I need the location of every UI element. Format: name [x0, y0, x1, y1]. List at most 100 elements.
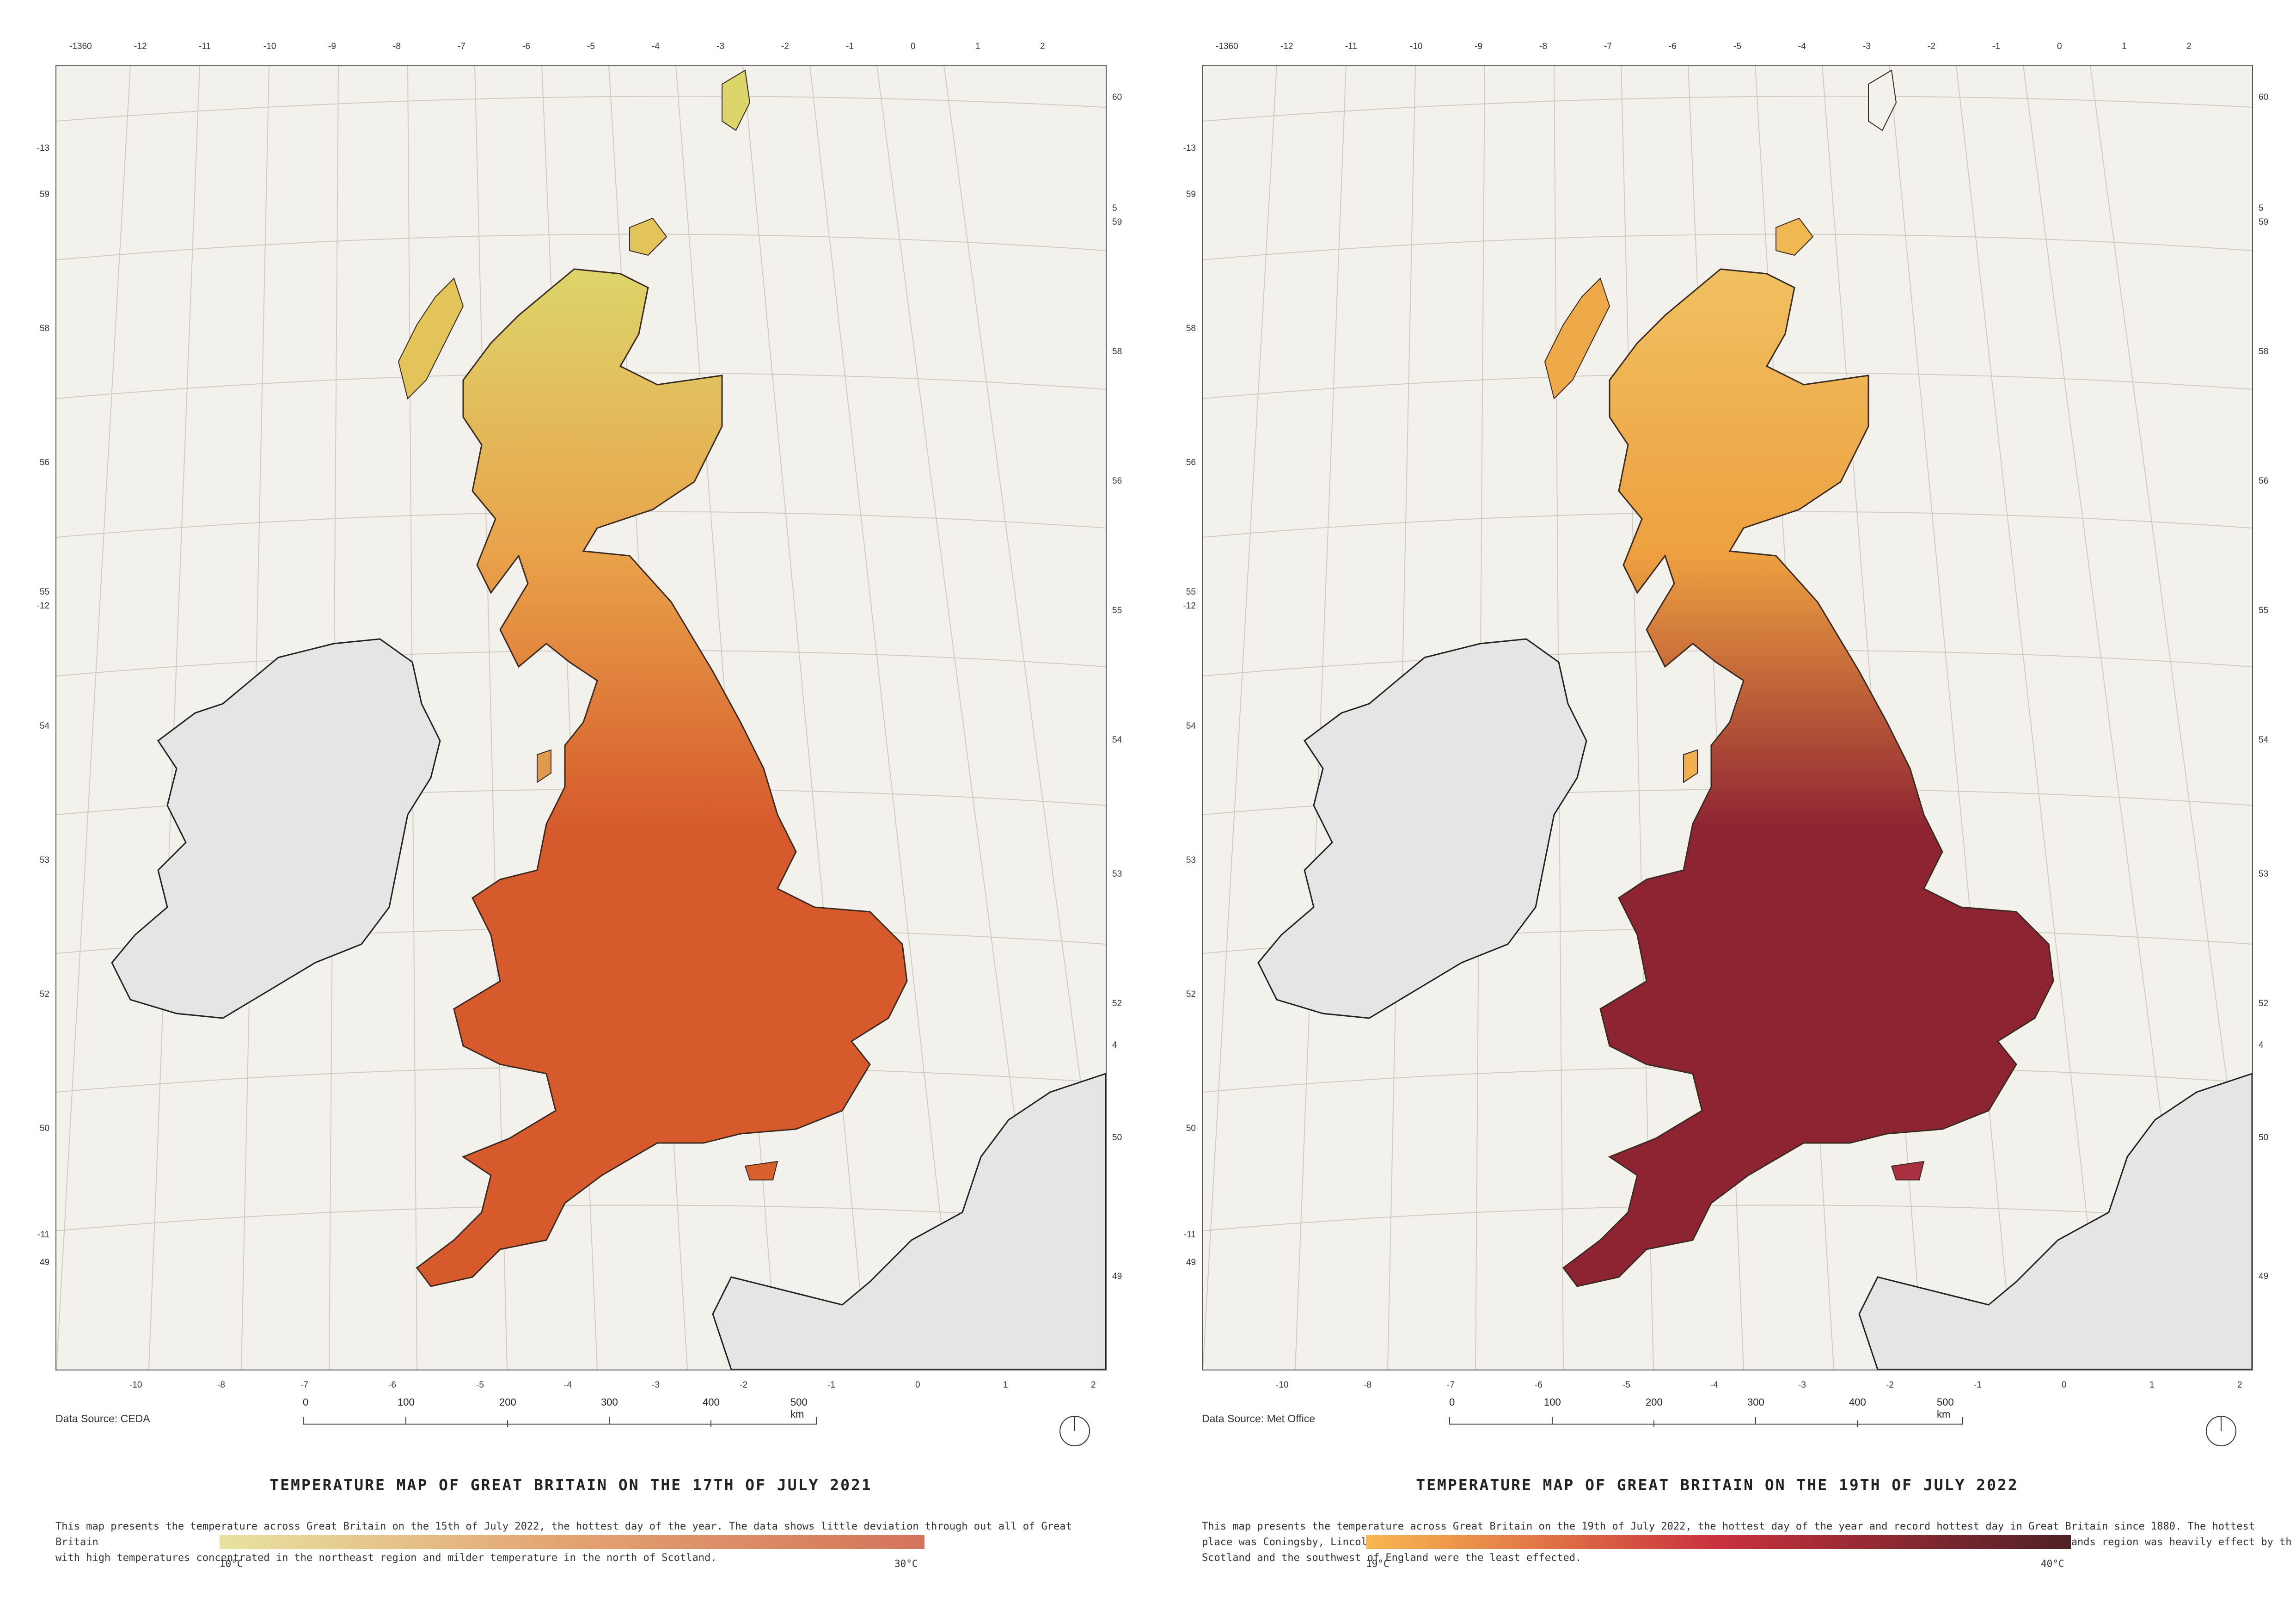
scale-label: 200 [499, 1396, 516, 1408]
longitude-tick-label: -7 [458, 42, 465, 51]
longitude-tick-label: 0 [2062, 1380, 2067, 1390]
latitude-tick-label: 59 [39, 190, 49, 199]
latitude-tick-label: 4 [2259, 1040, 2264, 1050]
latitude-tick-label: 50 [39, 1124, 49, 1133]
latitude-tick-label: 52 [1186, 989, 1196, 999]
longitude-tick-label: -11 [199, 42, 211, 51]
scale-label: 300 [1747, 1396, 1764, 1408]
scale-label: 100 [1544, 1396, 1561, 1408]
latitude-tick-label: 60 [1112, 92, 1122, 102]
latitude-tick-label: 56 [2259, 476, 2269, 486]
shetland-islands [722, 69, 751, 131]
latitude-tick-label: 52 [1112, 999, 1122, 1008]
longitude-tick-label: -6 [522, 42, 530, 51]
scale-label: 100 [398, 1396, 415, 1408]
left-latitude-ticks: -13 59 58 56 55 -12 54 53 52 50 -11 49 [1165, 65, 1200, 1369]
latitude-tick-label: 50 [1112, 1133, 1122, 1143]
scale-bar: 0 100 200 300 400 500 km [303, 1396, 820, 1433]
france-landmass [712, 1073, 1106, 1370]
longitude-tick-label: -10 [129, 1380, 142, 1390]
legend-min-label: 19°C [1366, 1558, 1390, 1569]
scale-label: 400 [1849, 1396, 1866, 1408]
longitude-tick-label: 1 [2149, 1380, 2155, 1390]
latitude-tick-label: 58 [1112, 347, 1122, 356]
longitude-tick-label: 1 [975, 42, 980, 51]
ireland-landmass [1257, 638, 1587, 1019]
longitude-tick-label: -10 [1276, 1380, 1289, 1390]
longitude-tick-label: -3 [716, 42, 724, 51]
data-source: Data Source: CEDA [55, 1413, 150, 1425]
latitude-tick-label: 58 [1186, 324, 1196, 333]
longitude-tick-label: -1 [1974, 1380, 1982, 1390]
longitude-tick-label: -8 [217, 1380, 225, 1390]
longitude-tick-label: -8 [1364, 1380, 1371, 1390]
scale-label: 200 [1646, 1396, 1663, 1408]
latitude-tick-label: 49 [2259, 1272, 2269, 1281]
latitude-tick-label: -11 [37, 1230, 49, 1240]
longitude-tick-label: -1 [827, 1380, 835, 1390]
latitude-tick-label: 4 [1112, 1040, 1117, 1050]
latitude-tick-label: 53 [39, 855, 49, 865]
map-title: TEMPERATURE MAP OF GREAT BRITAIN ON THE … [1416, 1476, 2019, 1494]
bottom-longitude-ticks: -10 -8 -7 -6 -5 -4 -3 -2 -1 0 1 2 [55, 1380, 1105, 1394]
latitude-tick-label: -11 [1183, 1230, 1196, 1240]
longitude-tick-label: -2 [740, 1380, 747, 1390]
top-longitude-ticks: -1360 -12 -11 -10 -9 -8 -7 -6 -5 -4 -3 -2 -1 0 1 2 [1202, 42, 2251, 60]
longitude-tick-label: -1 [1992, 42, 2000, 51]
longitude-tick-label: -5 [476, 1380, 484, 1390]
longitude-tick-label: -2 [1886, 1380, 1894, 1390]
latitude-tick-label: 56 [1186, 458, 1196, 467]
latitude-tick-label: 49 [1186, 1258, 1196, 1267]
latitude-tick-label: 55 [1112, 606, 1122, 615]
data-source: Data Source: Met Office [1202, 1413, 1316, 1425]
longitude-tick-label: 0 [911, 42, 916, 51]
ireland-landmass [111, 638, 441, 1019]
longitude-tick-label: 2 [1091, 1380, 1096, 1390]
north-arrow-icon [2206, 1416, 2236, 1446]
great-britain-landmass [416, 268, 908, 1287]
great-britain-landmass [1562, 268, 2054, 1287]
outer-hebrides [398, 277, 464, 399]
longitude-tick-label: -12 [1280, 42, 1293, 51]
longitude-tick-label: -4 [1798, 42, 1806, 51]
longitude-tick-label: -2 [781, 42, 789, 51]
outer-hebrides [1544, 277, 1610, 399]
legend-max-label: 30°C [894, 1558, 918, 1569]
latitude-tick-label: 5 [2259, 203, 2264, 213]
latitude-tick-label: 56 [39, 458, 49, 467]
longitude-tick-label: -5 [1623, 1380, 1630, 1390]
scale-bar: 0 100 200 300 400 500 km [1449, 1396, 1967, 1433]
temperature-map [56, 66, 1106, 1370]
latitude-tick-label: -13 [37, 143, 49, 153]
graticule [1203, 66, 2252, 1370]
longitude-tick-label: 2 [1040, 42, 1045, 51]
latitude-tick-label: 58 [39, 324, 49, 333]
latitude-tick-label: 52 [2259, 999, 2269, 1008]
latitude-tick-label: 53 [1112, 869, 1122, 879]
latitude-tick-label: 52 [39, 989, 49, 999]
scale-label: 300 [601, 1396, 618, 1408]
longitude-tick-label: -8 [393, 42, 401, 51]
map-frame [1202, 65, 2253, 1370]
scale-label: 0 [303, 1396, 309, 1408]
scale-label: 500 km [1937, 1396, 1954, 1420]
top-longitude-ticks: -1360 -12 -11 -10 -9 -8 -7 -6 -5 -4 -3 -2 -1 0 1 2 [55, 42, 1105, 60]
north-arrow-icon [1059, 1416, 1090, 1446]
temperature-map [1203, 66, 2252, 1370]
latitude-tick-label: 58 [2259, 347, 2269, 356]
longitude-tick-label: -5 [587, 42, 595, 51]
longitude-tick-label: -3 [652, 1380, 660, 1390]
scale-label: 400 [703, 1396, 720, 1408]
map-frame [55, 65, 1107, 1370]
longitude-tick-label: -6 [1535, 1380, 1543, 1390]
france-landmass [1858, 1073, 2252, 1370]
latitude-tick-label: 59 [2259, 217, 2269, 227]
map-panel-2022: -1360 -12 -11 -10 -9 -8 -7 -6 -5 -4 -3 -2 -1 0 1 2 -13 5… [1146, 0, 2292, 1622]
latitude-tick-label: -12 [1183, 601, 1196, 611]
longitude-tick-label: -1360 [69, 42, 92, 51]
longitude-tick-label: -6 [388, 1380, 396, 1390]
latitude-tick-label: 54 [39, 721, 49, 731]
latitude-tick-label: 49 [1112, 1272, 1122, 1281]
latitude-tick-label: 59 [1112, 217, 1122, 227]
legend-min-label: 10°C [220, 1558, 243, 1569]
